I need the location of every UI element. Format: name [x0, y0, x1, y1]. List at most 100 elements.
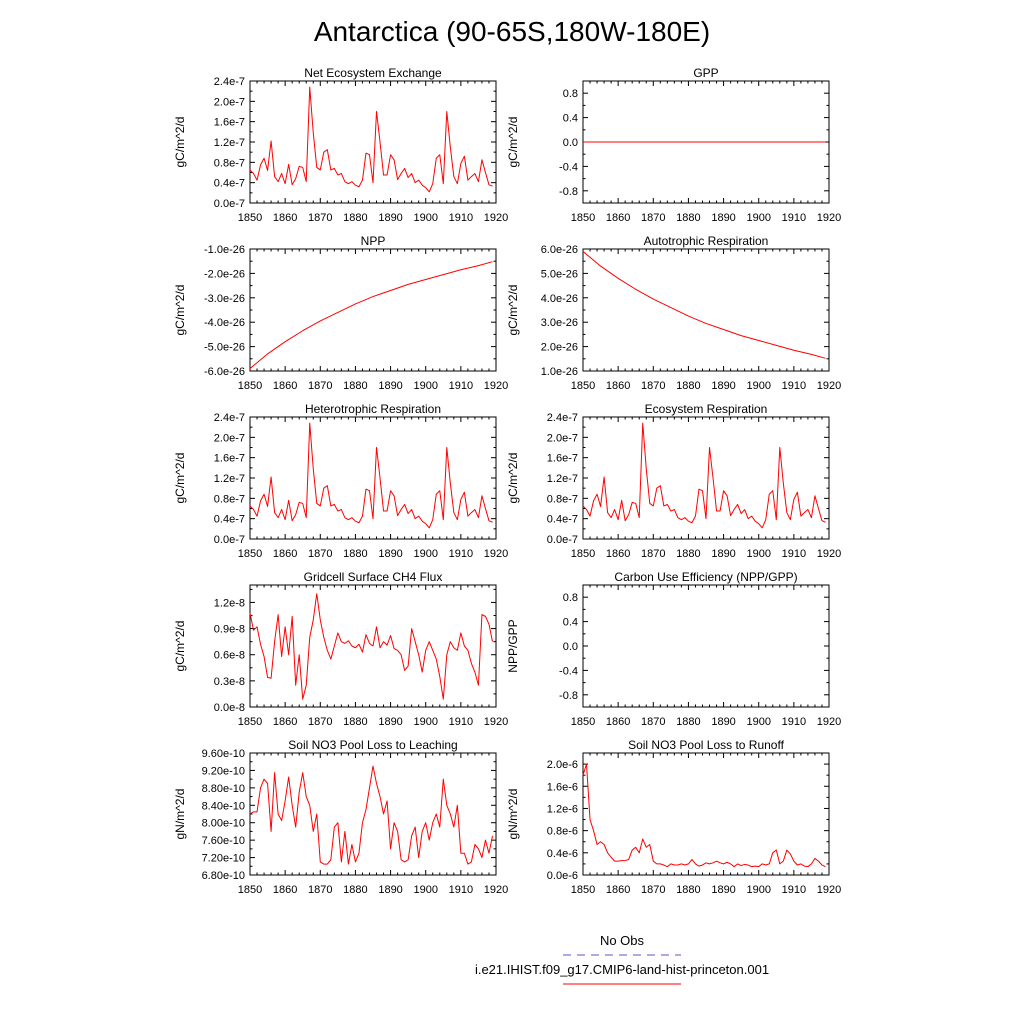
y-tick-label: -6.0e-26: [204, 366, 245, 378]
x-tick-label: 1850: [571, 548, 595, 560]
y-tick-label: 7.20e-10: [202, 853, 245, 865]
y-tick-label: 5.0e-26: [541, 268, 578, 280]
panels: Net Ecosystem Exchange gC/m^2/d 1850 1860 18…: [173, 66, 841, 896]
y-tick-label: 1.6e-7: [547, 453, 578, 465]
x-tick-label: 1860: [273, 548, 297, 560]
series-line: [249, 422, 493, 529]
y-tick-label: 0.3e-8: [214, 676, 245, 688]
y-tick-label: 0.4: [563, 113, 578, 125]
x-tick-label: 1860: [606, 212, 630, 224]
x-tick-label: 1870: [308, 716, 332, 728]
y-axis-label: gC/m^2/d: [506, 453, 520, 504]
legend-obs-label: No Obs: [600, 933, 645, 948]
x-tick-label: 1880: [343, 548, 367, 560]
y-tick-label: -5.0e-26: [204, 342, 245, 354]
y-tick-label: 0.4e-7: [547, 514, 578, 526]
y-tick-label: -2.0e-26: [204, 268, 245, 280]
x-tick-label: 1910: [449, 716, 473, 728]
x-tick-label: 1910: [449, 884, 473, 896]
x-tick-label: 1910: [449, 380, 473, 392]
y-tick-label: -3.0e-26: [204, 293, 245, 305]
panel-8: Soil NO3 Pool Loss to Leaching gN/m^2/d 18…: [173, 738, 508, 896]
y-axis-label: gC/m^2/d: [173, 117, 187, 168]
panel-title: NPP: [361, 234, 386, 248]
y-tick-label: 0.0e-7: [547, 534, 578, 546]
x-tick-label: 1910: [782, 212, 806, 224]
y-tick-label: 0.4e-7: [214, 514, 245, 526]
series-line: [582, 422, 826, 529]
y-axis-label: NPP/GPP: [506, 619, 520, 672]
legend: No Obs i.e21.IHIST.f09_g17.CMIP6-land-hi…: [475, 933, 769, 985]
x-tick-label: 1890: [378, 716, 402, 728]
y-tick-label: 0.0e-6: [547, 870, 578, 882]
x-tick-label: 1920: [484, 212, 508, 224]
x-tick-label: 1870: [308, 380, 332, 392]
x-tick-label: 1850: [238, 380, 262, 392]
panel-title: Soil NO3 Pool Loss to Leaching: [288, 738, 457, 752]
x-tick-label: 1900: [746, 548, 770, 560]
plot-frame: [582, 752, 830, 876]
x-tick-label: 1850: [571, 884, 595, 896]
x-tick-label: 1900: [413, 716, 437, 728]
y-tick-label: 0.4: [563, 617, 578, 629]
y-tick-label: 2.0e-7: [214, 432, 245, 444]
y-tick-label: 2.0e-26: [541, 342, 578, 354]
x-tick-label: 1910: [449, 212, 473, 224]
x-tick-label: 1880: [676, 380, 700, 392]
x-tick-label: 1920: [817, 884, 841, 896]
panel-title: Autotrophic Respiration: [644, 234, 769, 248]
y-tick-label: -0.4: [559, 161, 578, 173]
y-tick-label: 1.2e-6: [547, 803, 578, 815]
x-tick-label: 1860: [606, 380, 630, 392]
y-tick-label: 2.0e-6: [547, 759, 578, 771]
series-line: [582, 251, 826, 359]
series-line: [249, 593, 493, 700]
legend-model-label: i.e21.IHIST.f09_g17.CMIP6-land-hist-prin…: [475, 962, 769, 977]
page-title: Antarctica (90-65S,180W-180E): [314, 16, 710, 47]
x-tick-label: 1850: [571, 716, 595, 728]
x-tick-label: 1870: [641, 548, 665, 560]
panel-9: Soil NO3 Pool Loss to Runoff gN/m^2/d 1850…: [506, 738, 841, 896]
y-tick-label: -1.0e-26: [204, 244, 245, 256]
panel-title: Soil NO3 Pool Loss to Runoff: [628, 738, 785, 752]
x-tick-label: 1860: [273, 380, 297, 392]
x-tick-label: 1920: [817, 716, 841, 728]
x-tick-label: 1860: [273, 716, 297, 728]
x-tick-label: 1920: [817, 380, 841, 392]
y-tick-label: 1.6e-7: [214, 453, 245, 465]
y-tick-label: 1.2e-7: [214, 473, 245, 485]
x-tick-label: 1890: [711, 380, 735, 392]
panel-title: Heterotrophic Respiration: [305, 402, 441, 416]
y-tick-label: 6.0e-26: [541, 244, 578, 256]
y-tick-label: 0.8: [563, 592, 578, 604]
x-tick-label: 1860: [273, 212, 297, 224]
x-tick-label: 1880: [676, 884, 700, 896]
x-tick-label: 1860: [273, 884, 297, 896]
y-tick-label: 2.4e-7: [547, 412, 578, 424]
panel-5: Ecosystem Respiration gC/m^2/d 1850 1860 187…: [506, 402, 841, 560]
y-tick-label: 1.2e-7: [547, 473, 578, 485]
plot-frame: [582, 416, 830, 540]
panel-title: Ecosystem Respiration: [645, 402, 768, 416]
y-axis-label: gC/m^2/d: [506, 117, 520, 168]
plot-frame: [582, 248, 830, 372]
plot-frame: [249, 248, 497, 372]
y-tick-label: 0.0e-7: [214, 198, 245, 210]
x-tick-label: 1880: [343, 212, 367, 224]
panel-0: Net Ecosystem Exchange gC/m^2/d 1850 1860 18…: [173, 66, 508, 224]
y-axis-label: gC/m^2/d: [173, 285, 187, 336]
plot-frame: [249, 416, 497, 540]
panel-7: Carbon Use Efficiency (NPP/GPP) NPP/GPP 18…: [506, 570, 841, 728]
x-tick-label: 1890: [378, 884, 402, 896]
y-tick-label: 9.20e-10: [202, 765, 245, 777]
y-tick-label: 1.6e-7: [214, 117, 245, 129]
series-line: [249, 765, 493, 865]
x-tick-label: 1870: [308, 884, 332, 896]
x-tick-label: 1900: [746, 716, 770, 728]
x-tick-label: 1890: [378, 212, 402, 224]
y-tick-label: 0.4e-7: [214, 178, 245, 190]
y-tick-label: 0.6e-8: [214, 650, 245, 662]
x-tick-label: 1890: [711, 212, 735, 224]
x-tick-label: 1900: [746, 212, 770, 224]
